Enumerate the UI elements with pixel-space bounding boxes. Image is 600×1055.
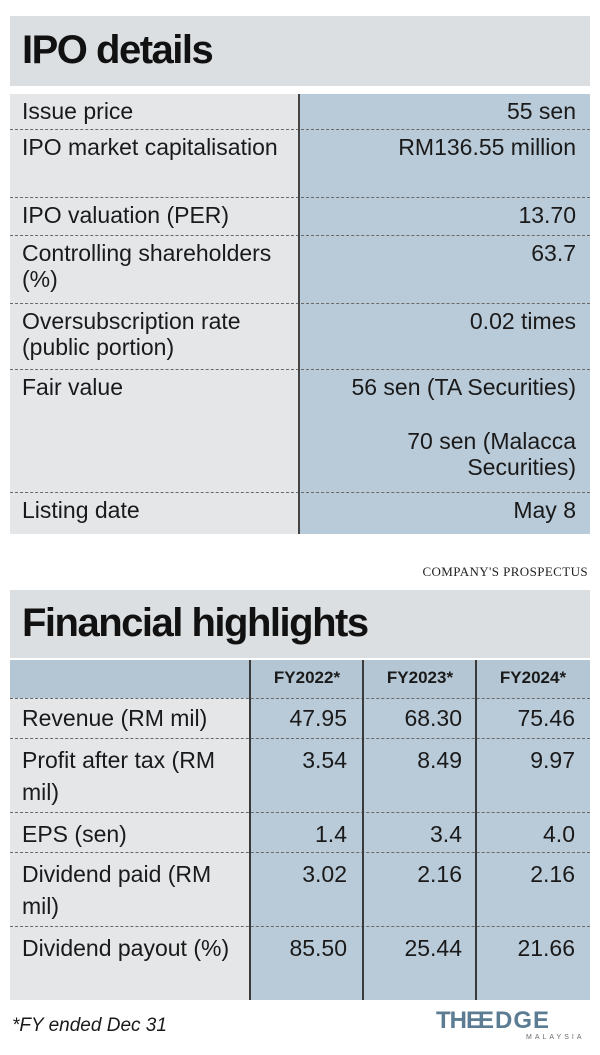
- table-header-row: [10, 660, 590, 698]
- ipo-row-label: Issue price: [22, 98, 134, 124]
- fin-row-value: 21.66: [517, 935, 575, 961]
- ipo-row-value: 55 sen: [506, 98, 576, 124]
- fin-row-value: 68.30: [404, 705, 462, 731]
- fin-row-value: 3.02: [302, 861, 347, 887]
- table-row: Controlling shareholders (%) 63.7: [10, 236, 590, 304]
- label-column: [10, 698, 250, 1000]
- ipo-row-value-secondary: 70 sen (Malacca Securities): [407, 428, 576, 480]
- table-row: IPO valuation (PER) 13.70: [10, 198, 590, 236]
- ipo-details-header: IPO details: [10, 16, 590, 86]
- column-divider: [362, 660, 364, 1000]
- fin-row-value: 75.46: [517, 705, 575, 731]
- logo-the-text: THE: [436, 1007, 482, 1034]
- column-divider: [298, 94, 300, 534]
- fin-row-value: 3.54: [302, 747, 347, 773]
- column-divider: [475, 660, 477, 1000]
- ipo-row-value: May 8: [513, 497, 576, 523]
- fin-row-label: EPS (sen): [22, 821, 127, 847]
- ipo-row-value: 0.02 times: [469, 308, 576, 334]
- row-divider: [10, 852, 590, 853]
- table-row: Listing date May 8: [10, 493, 590, 534]
- column-header: FY2022*: [273, 668, 341, 687]
- fin-row-value: 8.49: [417, 747, 462, 773]
- fin-row-value: 85.50: [289, 935, 347, 961]
- ipo-details-title: IPO details: [22, 28, 214, 72]
- ipo-row-value: 63.7: [531, 240, 576, 266]
- ipo-row-value: RM136.55 million: [398, 134, 576, 160]
- column-divider: [249, 660, 251, 1000]
- column-header: FY2023*: [386, 668, 454, 687]
- row-divider: [10, 698, 590, 699]
- financial-highlights-title: Financial highlights: [22, 601, 369, 645]
- table-row: Fair value 56 sen (TA Securities) 70 sen…: [10, 370, 590, 493]
- table-row: Issue price 55 sen: [10, 94, 590, 130]
- fin-row-value: 2.16: [417, 861, 462, 887]
- fin-row-value: 1.4: [315, 821, 347, 847]
- financial-highlights-table: FY2022* FY2023* FY2024* Revenue (RM mil)…: [10, 660, 590, 1000]
- table-row: IPO market capitalisation RM136.55 milli…: [10, 130, 590, 198]
- row-divider: [10, 812, 590, 813]
- value-columns: [250, 698, 590, 1000]
- fin-row-value: 25.44: [404, 935, 462, 961]
- ipo-row-label: Listing date: [22, 497, 140, 523]
- fin-row-value: 47.95: [289, 705, 347, 731]
- ipo-row-value: 13.70: [518, 202, 576, 228]
- fin-row-value: 3.4: [430, 821, 462, 847]
- logo-subtitle: MALAYSIA: [526, 1034, 585, 1041]
- ipo-row-label: IPO market capitalisation: [22, 134, 278, 160]
- fin-row-label: Dividend paid (RM mil): [22, 861, 212, 919]
- fin-row-value: 4.0: [543, 821, 575, 847]
- fin-row-label: Dividend payout (%): [22, 935, 230, 961]
- ipo-row-label: Controlling shareholders (%): [22, 240, 272, 292]
- fin-row-value: 2.16: [530, 861, 575, 887]
- row-divider: [10, 738, 590, 739]
- ipo-row-label: IPO valuation (PER): [22, 202, 230, 228]
- ipo-details-table: Issue price 55 sen IPO market capitalisa…: [10, 94, 590, 534]
- ipo-row-value: 56 sen (TA Securities): [351, 374, 576, 400]
- fin-row-value: 9.97: [530, 747, 575, 773]
- table-row: Oversubscription rate (public portion) 0…: [10, 304, 590, 370]
- column-header: FY2024*: [499, 668, 567, 687]
- footnote: *FY ended Dec 31: [12, 1015, 167, 1036]
- ipo-row-label: Oversubscription rate (public portion): [22, 308, 241, 360]
- financial-highlights-header: Financial highlights: [10, 590, 590, 658]
- the-edge-logo: THE EDGE MALAYSIA: [436, 1005, 586, 1045]
- source-credit: COMPANY'S PROSPECTUS: [422, 564, 588, 579]
- ipo-row-label: Fair value: [22, 374, 123, 400]
- fin-row-label: Revenue (RM mil): [22, 705, 208, 731]
- row-divider: [10, 926, 590, 927]
- fin-row-label: Profit after tax (RM mil): [22, 747, 215, 805]
- logo-edge-text: EDGE: [478, 1007, 551, 1034]
